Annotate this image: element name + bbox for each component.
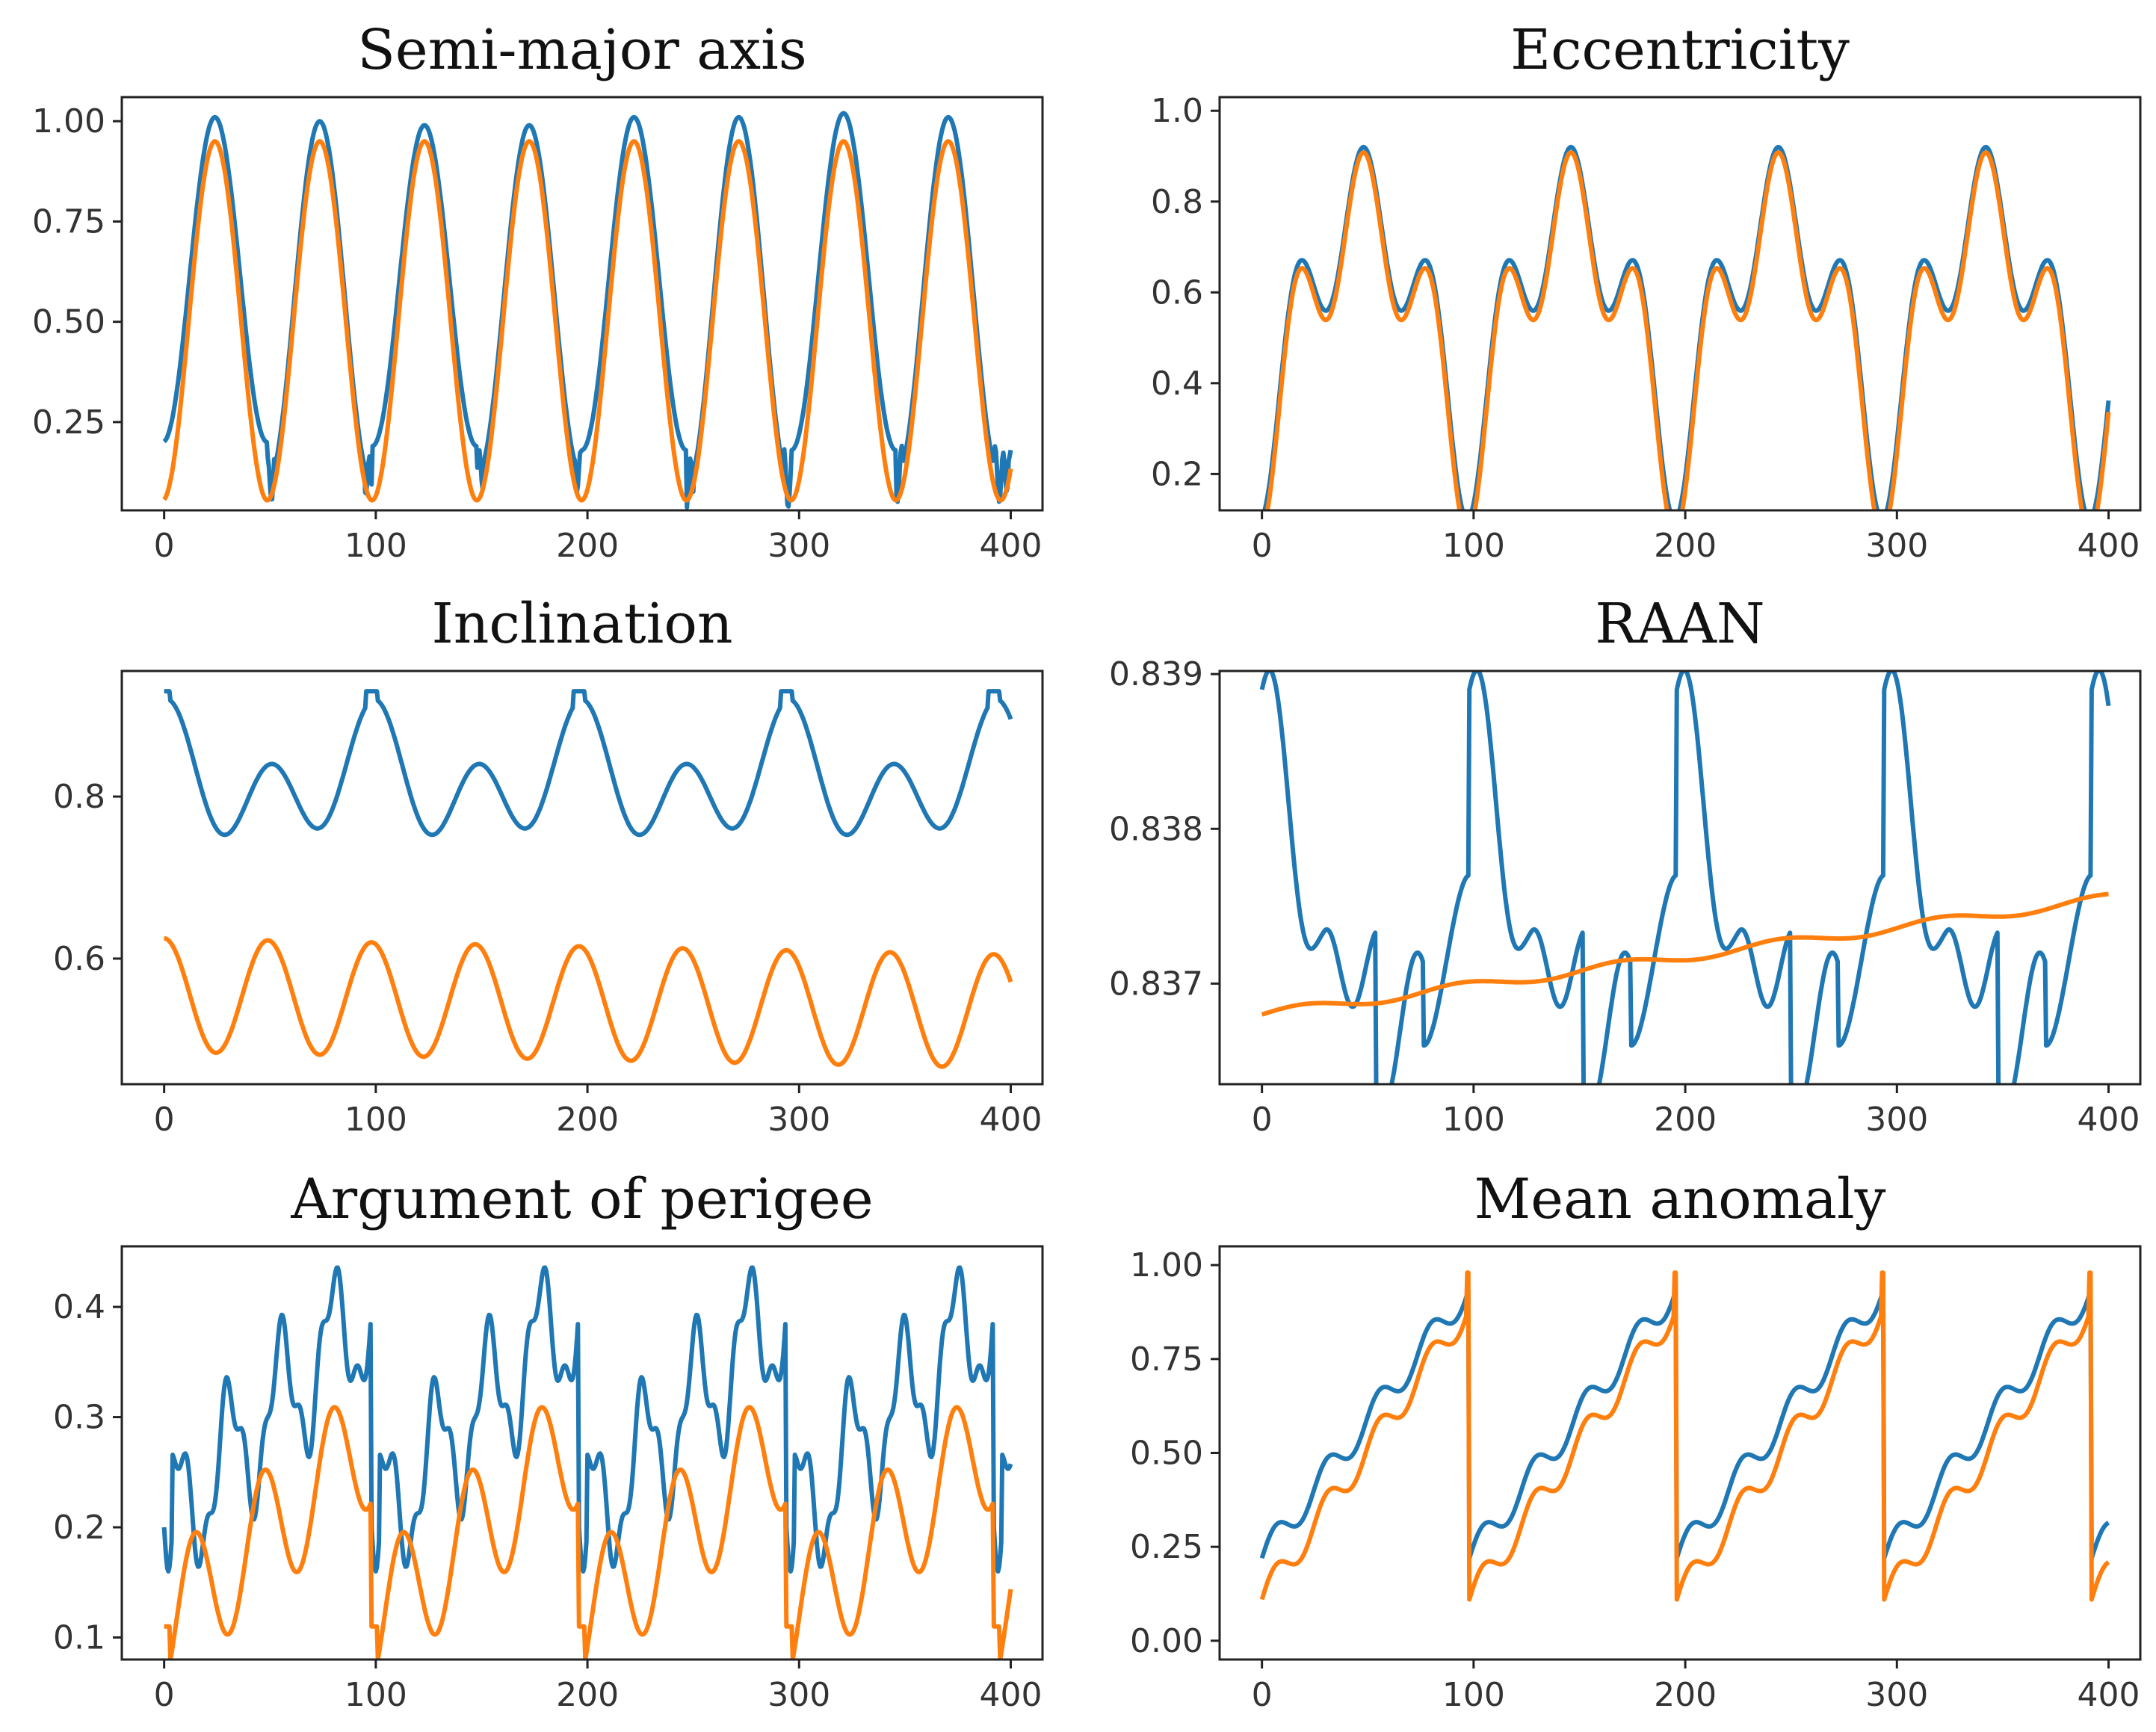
series-line-series2	[163, 935, 1013, 1069]
x-tick-label: 300	[767, 1101, 830, 1139]
series-line-series1	[163, 689, 1013, 838]
x-tick-label: 0	[154, 527, 175, 565]
axes-frame	[120, 669, 1044, 1086]
y-tick-label: 0.837	[1109, 965, 1203, 1003]
y-tick-label: 0.75	[32, 202, 105, 241]
x-tick-label: 300	[1865, 527, 1928, 565]
x-tick-label: 200	[1654, 527, 1717, 565]
series-line-series1	[1262, 144, 2111, 510]
panel-title: RAAN	[1595, 592, 1764, 656]
x-tick-label: 0	[1252, 1101, 1273, 1139]
y-tick-label: 0.4	[53, 1288, 105, 1326]
panel-1: Semi-major axis 0 100 200 300 400 0.25 0.50 0.75…	[32, 18, 1044, 565]
y-tick-label: 0.50	[32, 303, 105, 341]
x-tick-label: 400	[980, 1101, 1043, 1139]
axes-frame	[1218, 1245, 2142, 1661]
panel-title: Inclination	[431, 592, 732, 656]
y-tick-label: 0.1	[53, 1619, 105, 1657]
x-tick-label: 100	[345, 1101, 407, 1139]
x-tick-label: 200	[1654, 1676, 1717, 1714]
axes-frame	[1218, 669, 2142, 1086]
panel-6: Mean anomaly 0 100 200 300 400 0.00 0.25 0.50 0.7…	[1130, 1167, 2142, 1714]
x-tick-label: 300	[767, 527, 830, 565]
y-tick-label: 0.25	[1130, 1528, 1203, 1566]
panel-title: Eccentricity	[1510, 18, 1850, 82]
y-tick-label: 0.6	[1151, 273, 1203, 312]
x-tick-label: 0	[154, 1101, 175, 1139]
panel-2: Eccentricity 0 100 200 300 400 0.2 0.4 0.6 0.8 1.0	[1151, 18, 2142, 565]
x-tick-label: 400	[980, 1676, 1043, 1714]
y-tick-label: 0.50	[1130, 1435, 1203, 1473]
panel-3: Inclination 0 100 200 300 400 0.6 0.8	[53, 592, 1044, 1139]
y-tick-label: 0.838	[1109, 810, 1203, 848]
y-tick-label: 0.75	[1130, 1340, 1203, 1379]
x-tick-label: 0	[1252, 527, 1273, 565]
series-line-series2	[1261, 891, 2110, 1017]
x-tick-label: 400	[980, 527, 1043, 565]
panel-title: Argument of perigee	[290, 1167, 873, 1231]
y-tick-label: 1.00	[32, 102, 105, 140]
y-tick-label: 0.4	[1151, 365, 1203, 403]
x-tick-label: 200	[556, 1101, 619, 1139]
y-tick-label: 1.0	[1151, 92, 1203, 130]
series-line-series2	[163, 1405, 1013, 1660]
x-tick-label: 400	[2078, 1101, 2140, 1139]
series-line-series2	[162, 139, 1013, 503]
x-tick-label: 100	[1442, 527, 1505, 565]
x-tick-label: 100	[1442, 1101, 1505, 1139]
x-tick-label: 300	[1865, 1101, 1928, 1139]
series-line-series2	[1264, 150, 2111, 510]
x-tick-label: 0	[154, 1676, 175, 1714]
x-tick-label: 100	[1442, 1676, 1505, 1714]
x-tick-label: 200	[556, 1676, 619, 1714]
y-tick-label: 0.839	[1109, 655, 1203, 693]
series-line-series1	[1259, 671, 2111, 1084]
x-tick-label: 100	[345, 1676, 407, 1714]
y-tick-label: 1.00	[1130, 1246, 1203, 1284]
y-tick-label: 0.8	[1151, 183, 1203, 221]
x-tick-label: 300	[767, 1676, 830, 1714]
y-tick-label: 0.25	[32, 403, 105, 442]
panel-5: Argument of perigee 0 100 200 300 400 0.1 0.2 0.…	[53, 1167, 1044, 1714]
y-tick-label: 0.00	[1130, 1622, 1203, 1660]
axes-frame	[1218, 96, 2142, 512]
panel-4: RAAN 0 100 200 300 400 0.837 0.838 0.839	[1109, 592, 2142, 1139]
x-tick-label: 400	[2078, 527, 2140, 565]
y-tick-label: 0.8	[53, 778, 105, 816]
series-line-series2	[1259, 1270, 2110, 1602]
panel-title: Mean anomaly	[1474, 1167, 1886, 1231]
x-tick-label: 0	[1252, 1676, 1273, 1714]
y-tick-label: 0.3	[53, 1399, 105, 1437]
panel-title: Semi-major axis	[357, 18, 807, 82]
series-line-series1	[161, 1265, 1013, 1574]
x-tick-label: 400	[2078, 1676, 2140, 1714]
x-tick-label: 200	[1654, 1101, 1717, 1139]
y-tick-label: 0.2	[53, 1509, 105, 1547]
x-tick-label: 300	[1865, 1676, 1928, 1714]
axes-frame	[120, 96, 1044, 512]
y-tick-label: 0.6	[53, 940, 105, 978]
x-tick-label: 100	[345, 527, 407, 565]
series-line-series1	[1259, 1288, 2110, 1561]
axes-frame	[120, 1245, 1044, 1661]
y-tick-label: 0.2	[1151, 455, 1203, 493]
x-tick-label: 200	[556, 527, 619, 565]
